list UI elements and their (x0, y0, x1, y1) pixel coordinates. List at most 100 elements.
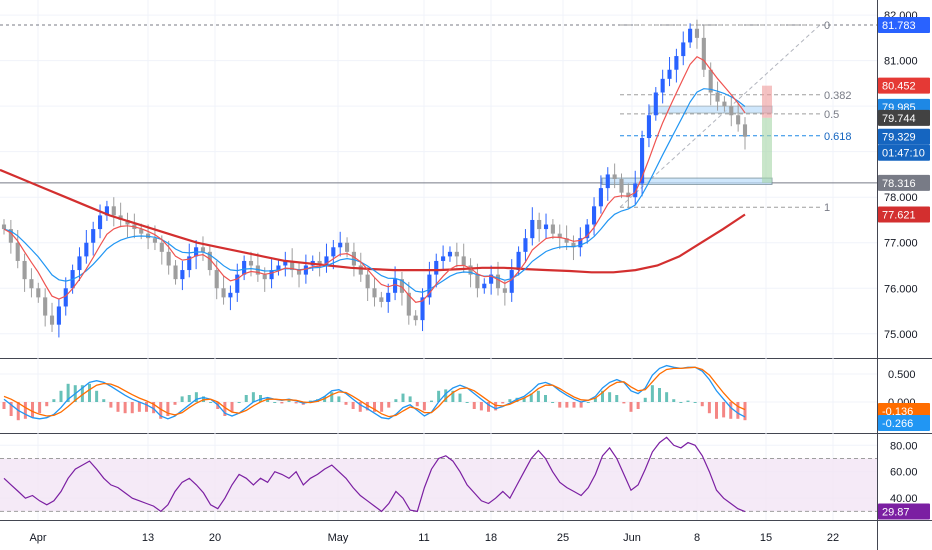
macd-histogram-bar (458, 393, 462, 402)
candle-body (571, 242, 576, 248)
candle-body (139, 229, 144, 234)
take-profit-zone (762, 117, 772, 183)
price-tick-label: 78.000 (884, 192, 918, 204)
candle-body (84, 242, 89, 257)
price-axis-ticks[interactable]: 82.00081.00080.00079.00078.00077.00076.0… (884, 10, 918, 505)
candle-body (495, 274, 501, 289)
candle-body (729, 106, 734, 116)
rsi-tick-label: 60.00 (890, 467, 918, 479)
macd-histogram-bar (230, 402, 234, 412)
price-tags: 81.78380.45279.98579.74479.32901:47:1078… (878, 16, 930, 520)
macd-histogram-bar (337, 396, 341, 402)
ema-slow-line (3, 88, 746, 293)
candle-body (406, 292, 411, 316)
candle-body (104, 206, 109, 216)
macd-histogram-bar (358, 402, 362, 412)
rsi-tick-label: 40.00 (890, 493, 918, 505)
candle-body (283, 260, 288, 266)
macd-histogram-bar (209, 402, 213, 403)
candle-body (605, 174, 610, 189)
macd-histogram-bar (365, 402, 369, 411)
candle-body (386, 292, 391, 302)
candle-body (1, 224, 7, 230)
candle-body (523, 238, 528, 252)
candle-body (262, 274, 267, 280)
macd-histogram-bar (558, 402, 562, 408)
macd-histogram-bar (344, 402, 348, 405)
macd-histogram-bar (522, 397, 526, 402)
macd-histogram-bar (159, 402, 163, 419)
macd-tick-label: 0.500 (888, 369, 916, 381)
price-tag-bg (878, 77, 930, 94)
candle-body (393, 279, 398, 293)
candle-body (242, 260, 247, 275)
macd-histogram-bar (294, 402, 298, 404)
time-axis-ticks[interactable]: Apr 13 20 May 11 18 25 Jun 8 15 22 (29, 532, 839, 544)
macd-histogram-bar (59, 390, 63, 402)
candle-body (619, 179, 624, 193)
price-tag: 80.452 (878, 77, 930, 94)
candle-body (461, 256, 466, 266)
candle-body (8, 229, 13, 243)
candle-body (591, 206, 597, 225)
price-tag-text: 80.452 (882, 81, 916, 93)
candle-body (159, 242, 164, 252)
price-tag-bg (878, 109, 930, 126)
stop-loss-zone (762, 85, 772, 118)
candle-body (646, 115, 652, 139)
candle-body (221, 288, 226, 298)
fib-level-label: 0 (824, 20, 830, 32)
candle-body (564, 238, 569, 243)
macd-histogram-bar (9, 402, 13, 416)
candle-body (97, 215, 103, 230)
drawing-tools[interactable]: 0 0.382 0.5 0.618 1 (0, 20, 877, 214)
macd-histogram-bar (665, 392, 669, 402)
candle-body (715, 92, 720, 102)
rsi-pane (3, 436, 746, 513)
macd-histogram-bar (259, 395, 262, 402)
candle-body (91, 229, 96, 243)
macd-histogram-bar (622, 402, 626, 404)
macd-histogram-bar (551, 402, 555, 403)
candle-body (585, 224, 590, 239)
price-tick-label: 81.000 (884, 56, 918, 68)
candle-body (214, 270, 219, 289)
macd-tag: -0.266 (878, 415, 930, 431)
macd-histogram-bar (280, 402, 284, 404)
support-zone (601, 177, 773, 185)
candle-body (468, 265, 473, 275)
candle-body (509, 270, 514, 293)
candle-body (550, 224, 555, 234)
candle-body (166, 251, 171, 266)
macd-histogram-bar (508, 399, 512, 402)
price-tag-bg (878, 128, 930, 145)
candle-body (742, 124, 748, 137)
macd-histogram-bar (672, 399, 676, 402)
candle-body (736, 115, 741, 125)
macd-tag-text: -0.266 (882, 418, 913, 430)
candle-body (290, 260, 295, 271)
price-tag: 79.329 (878, 128, 930, 145)
macd-histogram-bar (266, 397, 270, 402)
time-tick-label: May (328, 532, 349, 544)
candle-body (701, 37, 706, 70)
macd-histogram-bar (244, 395, 248, 402)
macd-histogram-bar (501, 402, 505, 404)
macd-histogram-bar (601, 390, 604, 402)
macd-histogram-bar (88, 383, 91, 402)
candle-body (63, 288, 68, 307)
candle-body (269, 270, 274, 280)
macd-histogram-bar (415, 402, 419, 407)
moving-averages (0, 55, 746, 303)
candle-body (29, 279, 34, 289)
candle-body (235, 274, 240, 293)
macd-histogram-bar (679, 402, 683, 403)
fib-level-label: 0.618 (824, 131, 852, 143)
candle-body (187, 256, 192, 271)
macd-histogram-bar (536, 390, 540, 402)
candle-body (489, 274, 494, 284)
candle-body (420, 297, 425, 321)
candle-body (653, 92, 658, 116)
